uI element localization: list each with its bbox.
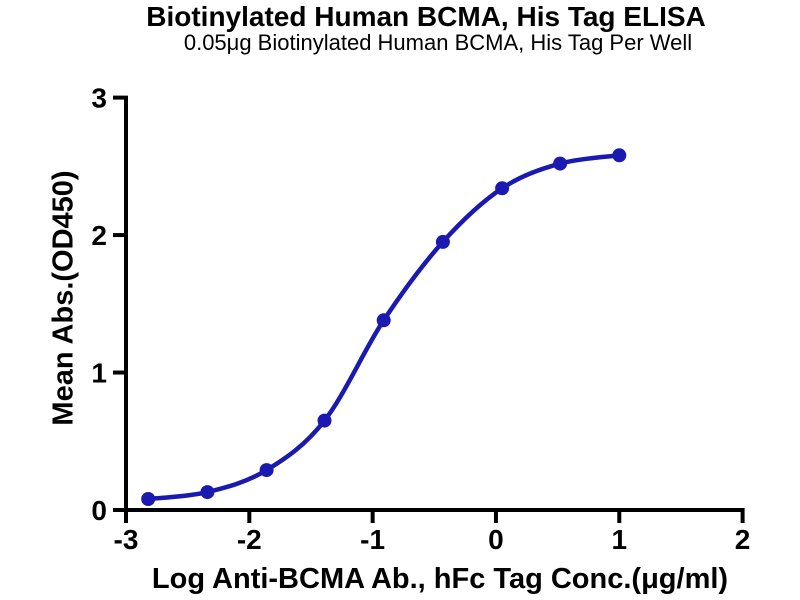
data-point xyxy=(495,181,510,196)
data-point xyxy=(435,234,450,249)
x-tick-label: 0 xyxy=(488,524,504,555)
x-tick-label: -1 xyxy=(360,524,385,555)
data-point xyxy=(612,148,627,163)
data-point xyxy=(553,156,568,171)
data-point xyxy=(376,313,391,328)
x-axis-title: Log Anti-BCMA Ab., hFc Tag Conc.(μg/ml) xyxy=(151,563,729,595)
x-tick-label: -3 xyxy=(114,524,139,555)
chart-subtitle: 0.05μg Biotinylated Human BCMA, His Tag … xyxy=(183,30,693,55)
data-point xyxy=(317,413,332,428)
data-point xyxy=(141,492,156,506)
x-tick-label: -2 xyxy=(237,524,262,555)
y-tick-label: 3 xyxy=(91,83,107,114)
x-tick-label: 1 xyxy=(611,524,627,555)
y-tick-label: 1 xyxy=(91,358,107,389)
x-tick-label: 2 xyxy=(735,524,751,555)
chart-title: Biotinylated Human BCMA, His Tag ELISA xyxy=(146,1,706,32)
y-tick-label: 2 xyxy=(91,220,107,251)
data-point xyxy=(259,463,274,478)
data-point xyxy=(200,485,215,500)
y-tick-label: 0 xyxy=(91,495,107,526)
